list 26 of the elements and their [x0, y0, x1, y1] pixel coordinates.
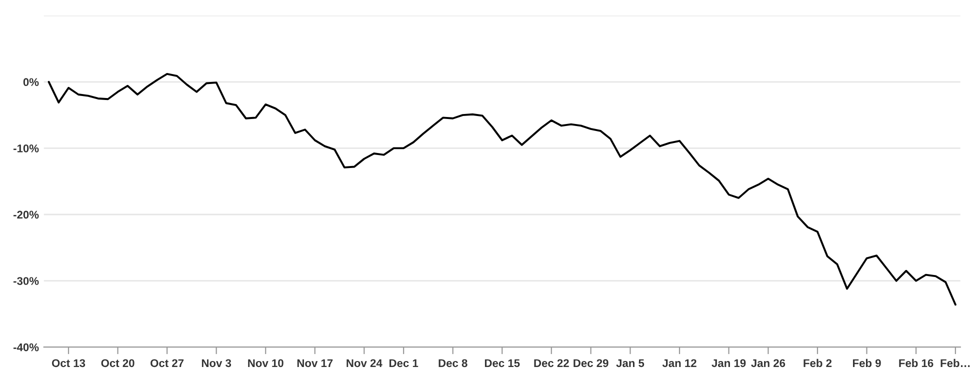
x-tick-label: Nov 3 [202, 359, 232, 368]
x-tick-label: Nov 10 [248, 359, 284, 368]
y-tick-label: -10% [14, 144, 39, 152]
x-tick-label: Dec 29 [574, 359, 608, 368]
x-tick-label: Nov 17 [297, 359, 333, 368]
x-tick-label: Jan 5 [616, 359, 644, 368]
line-series [48, 72, 956, 306]
x-tick-label: Dec 15 [484, 359, 520, 368]
x-tick-label: Oct 27 [150, 359, 184, 368]
x-tick-label: Dec 22 [534, 359, 569, 368]
x-tick-label: Dec 1 [389, 359, 418, 368]
x-tick-label: Jan 12 [662, 359, 696, 368]
x-tick-label: Oct 13 [52, 359, 86, 368]
x-tick-label: Jan 19 [712, 359, 746, 368]
y-tick-label: -30% [14, 277, 39, 285]
y-tick-label: -40% [14, 343, 39, 352]
x-tick-label: Jan 26 [751, 359, 786, 368]
x-tick-label: Dec 8 [438, 359, 468, 368]
x-tick-label: Oct 20 [101, 359, 134, 368]
x-tick-label: Nov 24 [346, 359, 382, 368]
x-tick-label: Feb 9 [852, 358, 881, 368]
y-tick-label: -20% [14, 210, 39, 219]
x-tick-label: Feb 16 [899, 358, 934, 368]
x-tick-label: Feb 2 [804, 358, 832, 368]
y-tick-label: 0% [23, 78, 39, 86]
x-tick-label: Feb… [940, 358, 970, 368]
